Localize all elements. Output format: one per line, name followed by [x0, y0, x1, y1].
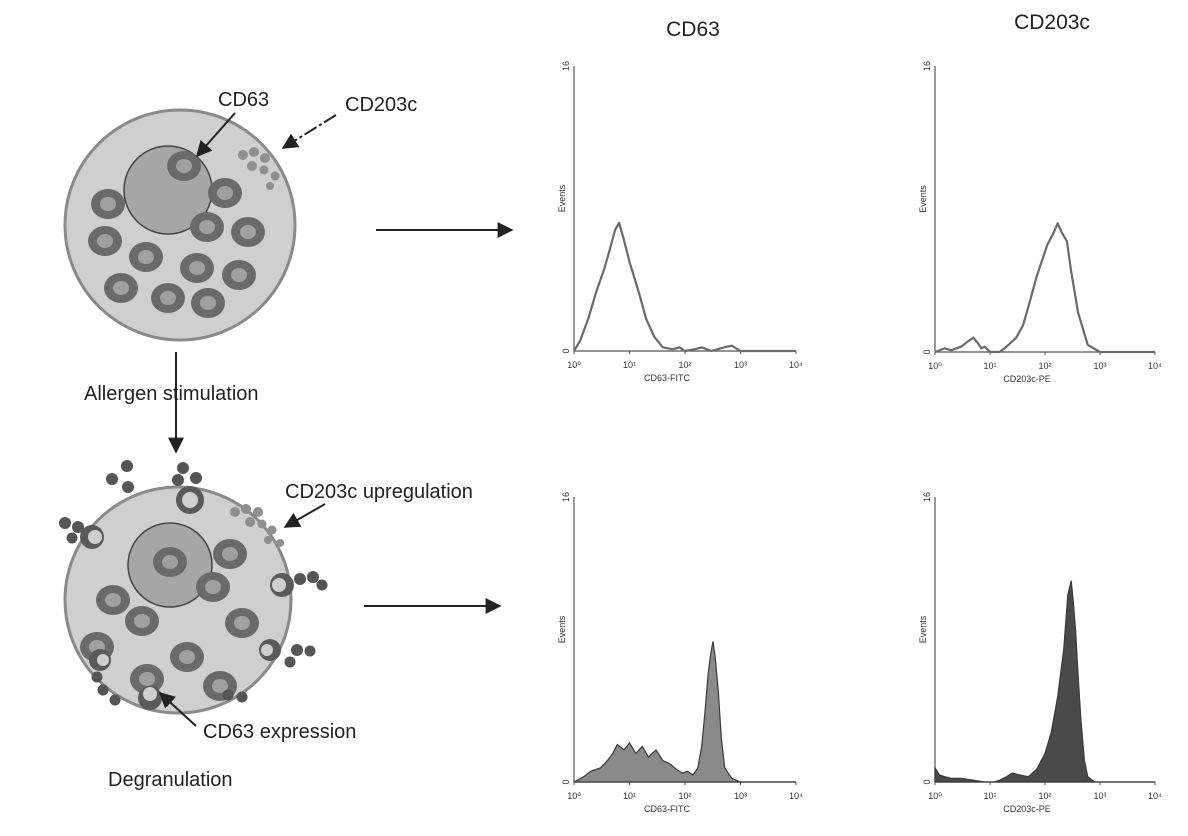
y-tick-label: 0 — [561, 779, 571, 784]
granule — [208, 178, 242, 208]
x-tick-label: 10⁴ — [1148, 361, 1162, 371]
arrow-cd203c-upregulation-pointer — [283, 503, 326, 528]
granule — [129, 242, 163, 272]
y-axis-title: Events — [557, 184, 567, 212]
granule — [151, 283, 185, 313]
x-tick-label: 10³ — [1093, 361, 1106, 371]
x-tick-label: 10¹ — [623, 360, 636, 370]
granule — [170, 642, 204, 672]
arrow-cd203c-pointer — [281, 114, 337, 149]
stimulated-granules — [80, 539, 259, 701]
granule — [96, 585, 130, 615]
x-tick-label: 10⁴ — [1148, 791, 1162, 801]
x-tick-label: 10² — [1038, 361, 1051, 371]
histogram-line — [934, 222, 1155, 354]
x-tick-label: 10³ — [734, 791, 747, 801]
granule — [196, 572, 230, 602]
x-axis-title: CD63-FITC — [644, 373, 691, 383]
resting-basophil-cell — [63, 108, 297, 342]
x-tick-label: 10⁴ — [789, 360, 803, 370]
y-axis-title: Events — [918, 615, 928, 643]
x-tick-label: 10² — [678, 791, 691, 801]
y-tick-label: 0 — [922, 349, 932, 354]
granule — [190, 212, 224, 242]
histogram-line — [573, 221, 796, 353]
granule — [91, 189, 125, 219]
granule — [125, 606, 159, 636]
y-tick-label: 0 — [922, 779, 932, 784]
x-tick-label: 10⁰ — [567, 791, 581, 801]
granule — [231, 217, 265, 247]
y-tick-label: 16 — [561, 61, 571, 71]
histogram-cd203c-stimulated: 10⁰ 10¹ 10² 10³ 10⁴ 0 16 CD203c-PE Events — [918, 492, 1162, 814]
histogram-cd203c-resting: 10⁰ 10¹ 10² 10³ 10⁴ 0 16 CD203c-PE Events — [918, 61, 1162, 384]
granule — [191, 288, 225, 318]
granule — [88, 226, 122, 256]
x-axis-title: CD63-FITC — [644, 804, 691, 814]
x-tick-label: 10⁰ — [928, 791, 942, 801]
label-cd63: CD63 — [218, 89, 269, 111]
stimulated-cd203c-dots — [230, 504, 284, 547]
x-tick-label: 10² — [678, 360, 691, 370]
granule — [153, 547, 187, 577]
x-tick-label: 10² — [1038, 791, 1051, 801]
granule — [130, 664, 164, 694]
arrow-cd63-expression-pointer — [158, 691, 197, 727]
label-degranulation: Degranulation — [108, 769, 233, 791]
x-axis-title: CD203c-PE — [1003, 804, 1051, 814]
y-tick-label: 16 — [922, 61, 932, 71]
header-cd203c: CD203c — [1014, 11, 1090, 34]
granule — [167, 151, 201, 181]
x-tick-label: 10³ — [734, 360, 747, 370]
x-tick-label: 10¹ — [983, 791, 996, 801]
label-cd203c: CD203c — [345, 94, 417, 116]
histogram-area — [573, 641, 796, 783]
granule — [213, 539, 247, 569]
resting-granules — [88, 151, 265, 318]
label-allergen-stimulation: Allergen stimulation — [84, 383, 259, 405]
x-tick-label: 10¹ — [623, 791, 636, 801]
y-axis-title: Events — [557, 615, 567, 643]
granule — [222, 260, 256, 290]
header-cd63: CD63 — [666, 18, 720, 41]
x-tick-label: 10⁰ — [928, 361, 942, 371]
x-tick-label: 10⁰ — [567, 360, 581, 370]
membrane-pockets — [80, 486, 294, 710]
histogram-area — [934, 580, 1155, 783]
arrow-cd63-pointer — [195, 112, 236, 158]
label-cd203c-upregulation: CD203c upregulation — [285, 481, 473, 503]
released-granules — [59, 460, 328, 706]
y-tick-label: 16 — [561, 492, 571, 502]
histogram-cd63-resting: 10⁰ 10¹ 10² 10³ 10⁴ 0 16 CD63-FITC Events — [557, 61, 803, 383]
histogram-cd63-stimulated: 10⁰ 10¹ 10² 10³ 10⁴ 0 16 CD63-FITC Events — [557, 492, 803, 814]
y-axis-title: Events — [918, 185, 928, 213]
x-axis-title: CD203c-PE — [1003, 374, 1051, 384]
x-tick-label: 10³ — [1093, 791, 1106, 801]
x-tick-label: 10¹ — [983, 361, 996, 371]
granule — [225, 608, 259, 638]
granule — [104, 273, 138, 303]
y-tick-label: 0 — [561, 348, 571, 353]
resting-cd203c-dots — [238, 147, 280, 190]
granule — [180, 253, 214, 283]
y-tick-label: 16 — [922, 492, 932, 502]
label-cd63-expression: CD63 expression — [203, 721, 356, 743]
stimulated-basophil-cell — [59, 460, 328, 715]
x-tick-label: 10⁴ — [789, 791, 803, 801]
